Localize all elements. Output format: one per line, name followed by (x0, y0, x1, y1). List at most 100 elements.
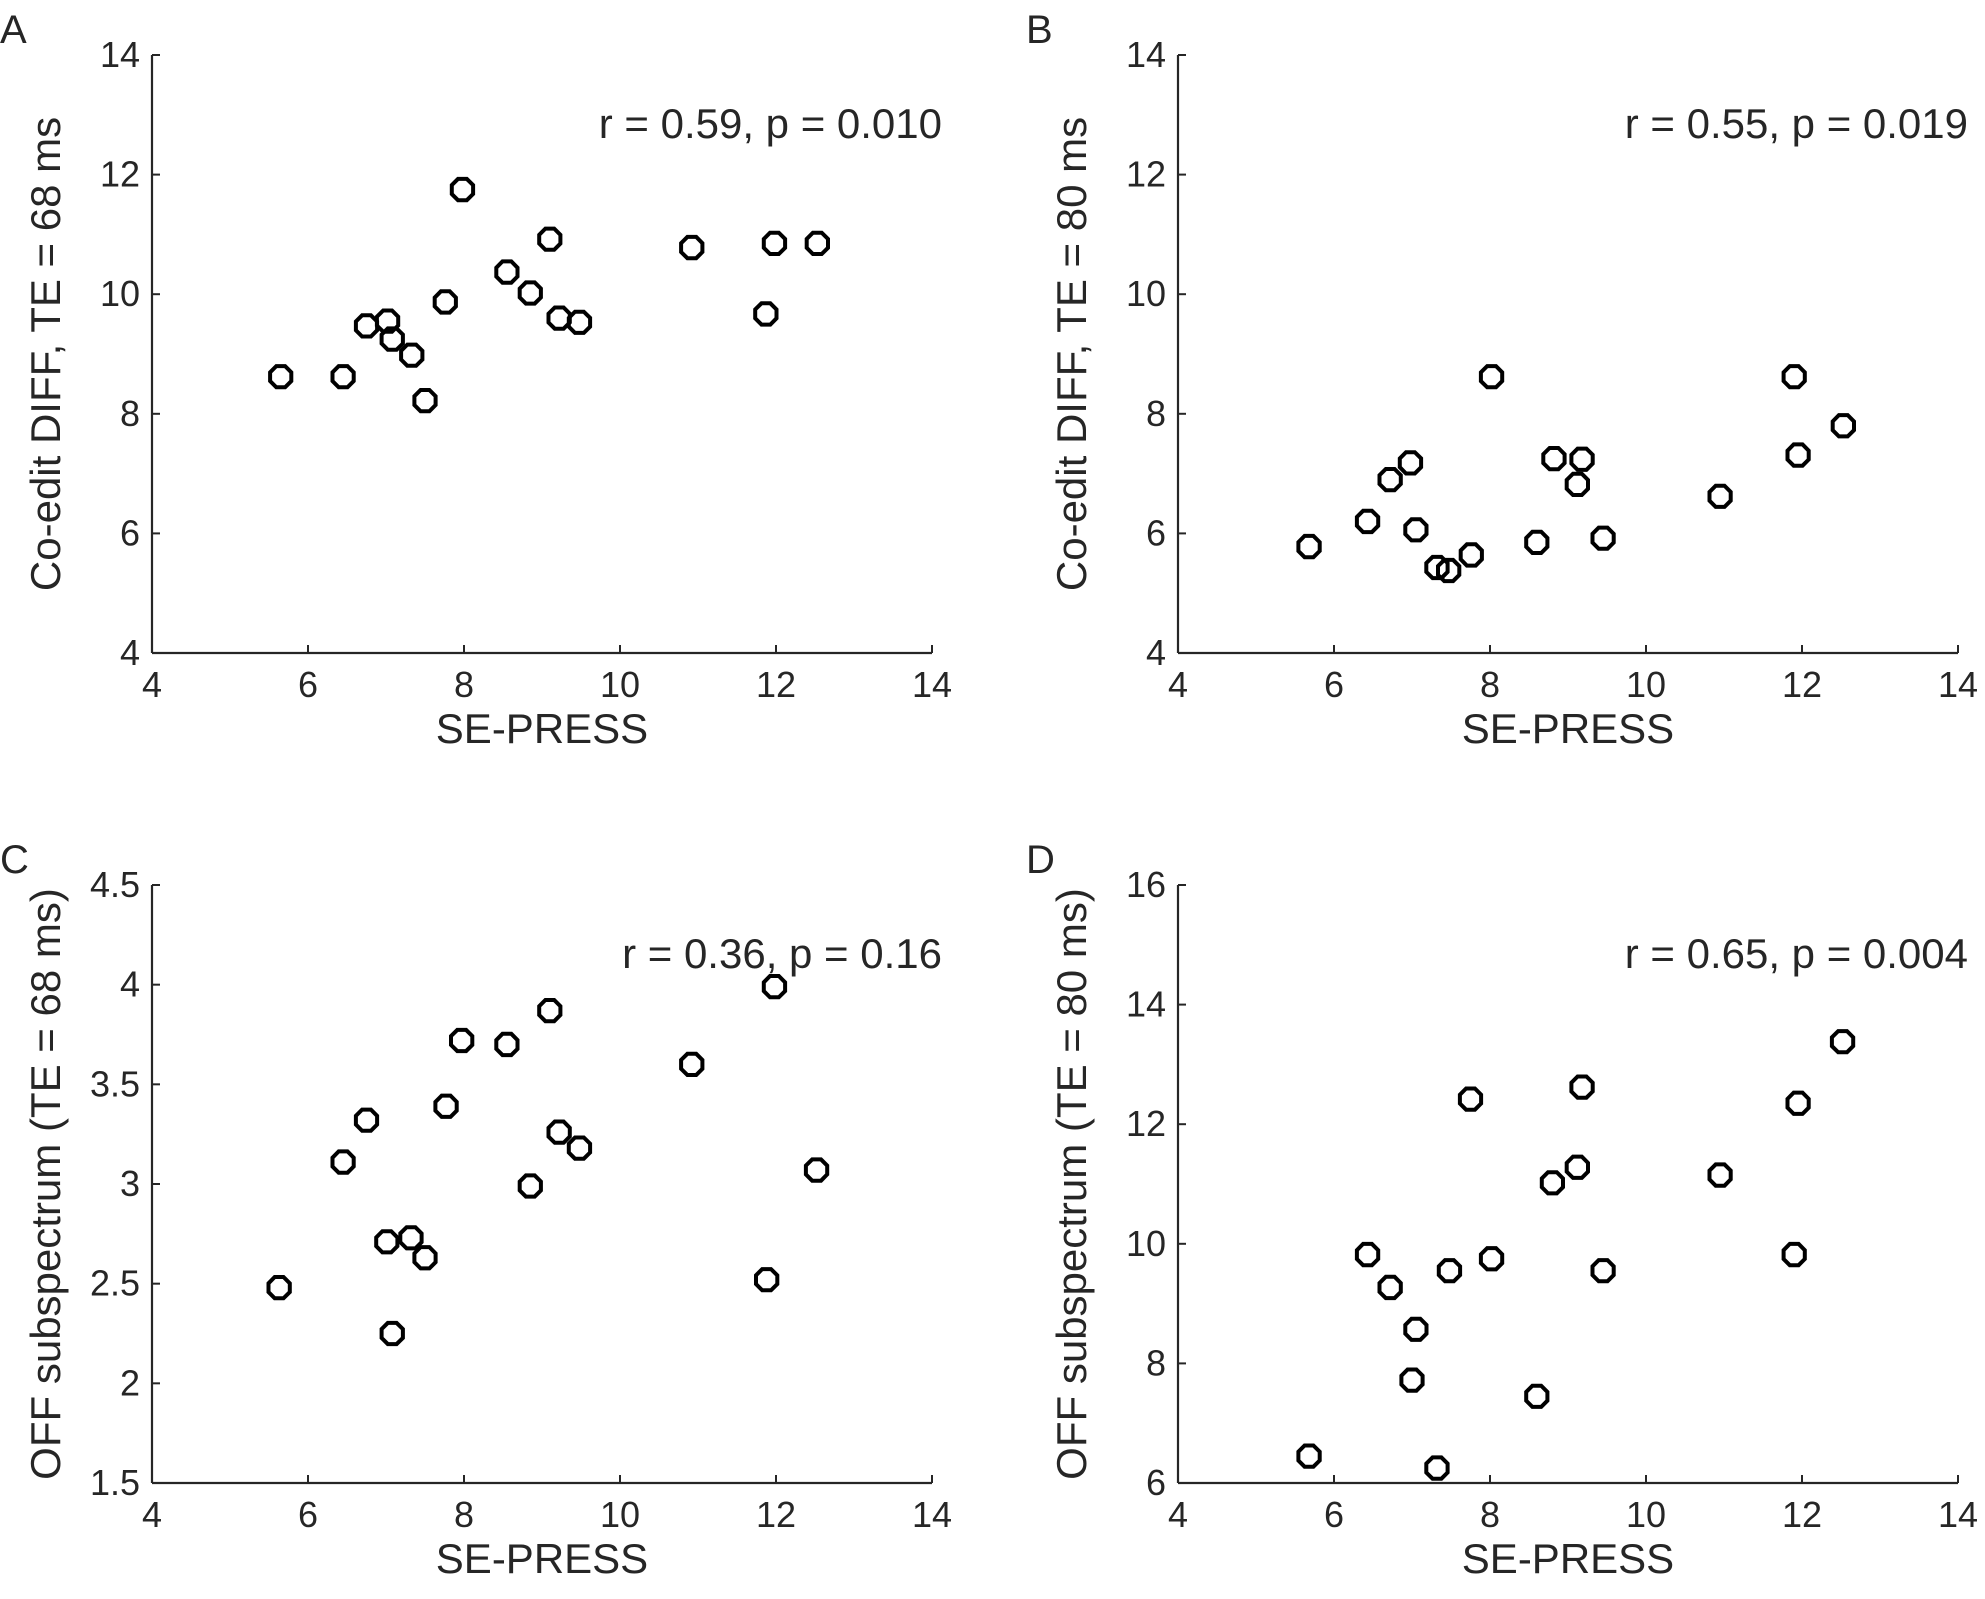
data-point (1829, 1029, 1856, 1055)
data-point (433, 1093, 459, 1119)
data-point (379, 326, 405, 352)
x-tick-label: 12 (1782, 1494, 1822, 1535)
x-tick-label: 8 (454, 1494, 474, 1535)
data-point (1403, 1316, 1429, 1342)
data-point (353, 313, 380, 339)
panel-a: A r = 0.59, p = 0.010 SE-PRESS Co-edit D… (0, 8, 952, 752)
panel-c: C r = 0.36, p = 0.16 SE-PRESS OFF subspe… (0, 838, 952, 1582)
data-point (1403, 517, 1429, 543)
data-point (449, 1027, 475, 1054)
data-point (566, 309, 593, 335)
x-tick-label: 12 (1782, 664, 1822, 705)
data-point (1564, 471, 1590, 497)
y-tick-label: 4 (120, 632, 140, 673)
data-point (679, 234, 705, 261)
x-tick-label: 10 (1626, 1494, 1666, 1535)
x-tick-label: 6 (1324, 664, 1344, 705)
data-point (1524, 529, 1550, 555)
data-point (1785, 1090, 1811, 1116)
data-point (412, 1245, 438, 1271)
data-point (1539, 1170, 1565, 1196)
data-point (804, 230, 830, 256)
x-axis-title: SE-PRESS (436, 705, 648, 752)
x-tick-label: 10 (1626, 664, 1666, 705)
data-point (449, 176, 476, 203)
y-tick-label: 14 (1126, 34, 1166, 75)
y-tick-label: 4.5 (90, 864, 140, 905)
x-tick-label: 6 (298, 664, 318, 705)
x-axis-title: SE-PRESS (1462, 705, 1674, 752)
data-point (432, 289, 458, 315)
y-tick-label: 2.5 (90, 1263, 140, 1304)
data-point (1354, 1241, 1381, 1268)
y-tick-label: 6 (1146, 512, 1166, 553)
panel-label: C (0, 838, 29, 882)
correlation-stats: r = 0.36, p = 0.16 (622, 930, 942, 977)
data-point (1781, 1241, 1807, 1268)
data-point (1590, 1258, 1616, 1284)
data-point (1424, 1455, 1450, 1481)
data-point (494, 259, 520, 285)
y-tick-label: 14 (100, 34, 140, 75)
data-point (1707, 483, 1733, 509)
data-point (1478, 364, 1505, 390)
x-tick-label: 14 (912, 1494, 952, 1535)
data-point (546, 1119, 572, 1145)
x-tick-label: 6 (1324, 1494, 1344, 1535)
panel-label: A (0, 8, 27, 52)
data-point (374, 1229, 400, 1255)
data-point (1458, 542, 1484, 568)
data-point (761, 230, 788, 256)
data-point (566, 1135, 593, 1161)
y-tick-label: 6 (1146, 1462, 1166, 1503)
x-tick-label: 8 (1480, 1494, 1500, 1535)
x-tick-label: 4 (142, 1494, 162, 1535)
data-point (353, 1107, 380, 1133)
y-axis-title: OFF subspectrum (TE = 80 ms) (1048, 888, 1095, 1480)
x-tick-label: 8 (454, 664, 474, 705)
y-tick-label: 16 (1126, 864, 1166, 905)
x-axis-title: SE-PRESS (1462, 1535, 1674, 1582)
data-point (537, 226, 563, 252)
y-tick-label: 14 (1126, 984, 1166, 1025)
x-tick-label: 14 (1938, 664, 1978, 705)
data-point (379, 1320, 405, 1347)
data-point (754, 1267, 780, 1293)
data-point (1569, 1074, 1595, 1100)
data-point (753, 301, 779, 327)
x-tick-label: 10 (600, 664, 640, 705)
data-point (1785, 442, 1811, 468)
y-tick-label: 12 (100, 154, 140, 195)
y-tick-label: 8 (1146, 393, 1166, 434)
data-point (546, 305, 572, 331)
panel-b: B r = 0.55, p = 0.019 SE-PRESS Co-edit D… (1026, 8, 1978, 752)
data-point (1524, 1383, 1550, 1409)
data-point (1564, 1154, 1590, 1180)
y-axis-title: Co-edit DIFF, TE = 80 ms (1048, 117, 1095, 591)
y-tick-label: 10 (1126, 273, 1166, 314)
y-tick-label: 3.5 (90, 1063, 140, 1104)
y-tick-label: 10 (100, 273, 140, 314)
data-point (1377, 1274, 1403, 1301)
data-point (398, 1225, 424, 1251)
y-axis-title: Co-edit DIFF, TE = 68 ms (22, 117, 69, 591)
data-point (1436, 1258, 1463, 1284)
x-tick-label: 4 (1168, 664, 1188, 705)
y-tick-label: 12 (1126, 1103, 1166, 1144)
data-point (1354, 508, 1381, 535)
data-point (1541, 446, 1567, 472)
data-point (1436, 557, 1462, 584)
data-point (1781, 364, 1807, 390)
panel-d: D r = 0.65, p = 0.004 SE-PRESS OFF subsp… (1026, 838, 1978, 1582)
data-point (1478, 1246, 1505, 1272)
correlation-stats: r = 0.55, p = 0.019 (1625, 100, 1968, 147)
correlation-stats: r = 0.65, p = 0.004 (1625, 930, 1968, 977)
x-tick-label: 10 (600, 1494, 640, 1535)
x-tick-label: 6 (298, 1494, 318, 1535)
y-tick-label: 4 (1146, 632, 1166, 673)
data-point (1296, 1443, 1322, 1469)
x-tick-label: 14 (1938, 1494, 1978, 1535)
x-axis-title: SE-PRESS (436, 1535, 648, 1582)
panel-label: B (1026, 8, 1053, 52)
